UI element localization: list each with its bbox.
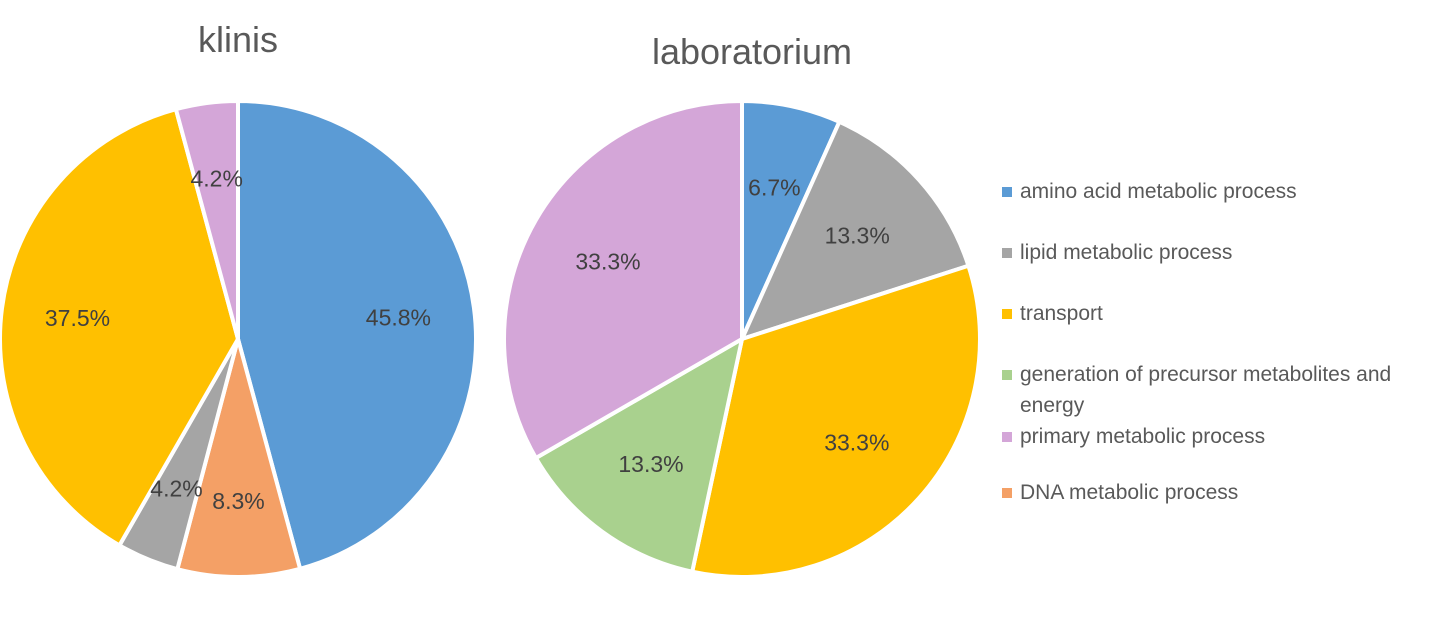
- legend-item-dna: DNA metabolic process: [1000, 477, 1440, 508]
- legend-item-primary: primary metabolic process: [1000, 421, 1440, 452]
- legend-item-generation: generation of precursor metabolites and …: [1000, 359, 1440, 421]
- legend-swatch: [1002, 432, 1012, 442]
- pie-laboratorium: 6.7% 13.3% 33.3% 13.3% 33.3%: [502, 99, 982, 580]
- data-label-primary-metabolic-process: 33.3%: [575, 249, 640, 275]
- legend-swatch: [1002, 309, 1012, 319]
- legend-label: primary metabolic process: [1020, 425, 1266, 448]
- legend-label: DNA metabolic process: [1020, 481, 1239, 504]
- pie-klinis: 45.8% 8.3% 4.2% 37.5% 4.2%: [0, 99, 478, 580]
- data-label-transport: 37.5%: [45, 305, 110, 331]
- legend: amino acid metabolic process lipid metab…: [1000, 176, 1440, 508]
- legend-swatch: [1002, 488, 1012, 498]
- data-label-dna-metabolic-process: 8.3%: [212, 488, 264, 514]
- data-label-transport: 33.3%: [824, 430, 889, 456]
- pie-slice-transport: [0, 107, 240, 548]
- pie-slice-primary-metabolic-process: [173, 99, 240, 341]
- data-label-lipid-metabolic-process: 4.2%: [150, 476, 202, 502]
- pie-slice-lipid-metabolic-process: [740, 119, 971, 341]
- legend-label: amino acid metabolic process: [1020, 180, 1297, 203]
- pie-slice-transport: [690, 263, 982, 580]
- pie-slice-primary-metabolic-process: [502, 99, 744, 460]
- pie-slice-generation-of-precursor-metabolites-and-energy: [533, 337, 744, 574]
- legend-swatch: [1002, 248, 1012, 258]
- chart-title-laboratorium: laboratorium: [652, 31, 852, 72]
- legend-item-amino-acid: amino acid metabolic process: [1000, 176, 1440, 207]
- legend-swatch: [1002, 187, 1012, 197]
- legend-label: lipid metabolic process: [1020, 241, 1233, 264]
- chart-title-klinis: klinis: [198, 19, 278, 60]
- legend-item-transport: transport: [1000, 298, 1440, 329]
- data-label-primary-metabolic-process: 4.2%: [190, 166, 242, 192]
- data-label-amino-acid-metabolic-process: 45.8%: [366, 305, 431, 331]
- legend-item-lipid: lipid metabolic process: [1000, 237, 1440, 268]
- data-label-amino-acid-metabolic-process: 6.7%: [748, 175, 800, 201]
- pie-slice-amino-acid-metabolic-process: [236, 99, 478, 571]
- data-label-lipid-metabolic-process: 13.3%: [825, 223, 890, 249]
- legend-label: transport: [1020, 302, 1103, 325]
- legend-label: generation of precursor metabolites and …: [1020, 363, 1392, 417]
- legend-swatch: [1002, 370, 1012, 380]
- pie-slice-dna-metabolic-process: [175, 337, 303, 580]
- data-label-generation-of-precursor-metabolites-and-energy: 13.3%: [618, 451, 683, 477]
